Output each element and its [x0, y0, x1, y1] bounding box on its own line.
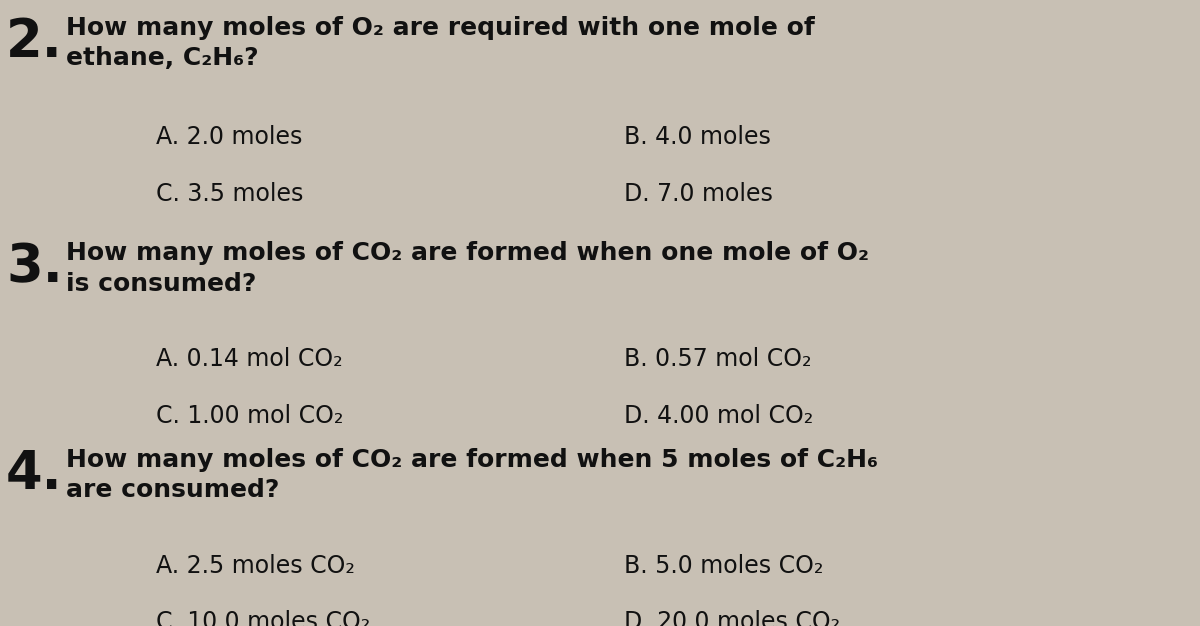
Text: D. 20.0 moles CO₂: D. 20.0 moles CO₂ [624, 610, 840, 626]
Text: 4.: 4. [6, 448, 62, 500]
Text: C. 3.5 moles: C. 3.5 moles [156, 182, 304, 205]
Text: B. 4.0 moles: B. 4.0 moles [624, 125, 770, 149]
Text: A. 0.14 mol CO₂: A. 0.14 mol CO₂ [156, 347, 343, 371]
Text: 2.: 2. [6, 16, 62, 68]
Text: B. 5.0 moles CO₂: B. 5.0 moles CO₂ [624, 554, 823, 578]
Text: D. 4.00 mol CO₂: D. 4.00 mol CO₂ [624, 404, 814, 428]
Text: A. 2.0 moles: A. 2.0 moles [156, 125, 302, 149]
Text: 3.: 3. [6, 241, 62, 293]
Text: B. 0.57 mol CO₂: B. 0.57 mol CO₂ [624, 347, 811, 371]
Text: How many moles of CO₂ are formed when 5 moles of C₂H₆
are consumed?: How many moles of CO₂ are formed when 5 … [66, 448, 878, 502]
Text: How many moles of O₂ are required with one mole of
ethane, C₂H₆?: How many moles of O₂ are required with o… [66, 16, 815, 70]
Text: C. 1.00 mol CO₂: C. 1.00 mol CO₂ [156, 404, 343, 428]
Text: How many moles of CO₂ are formed when one mole of O₂
is consumed?: How many moles of CO₂ are formed when on… [66, 241, 869, 295]
Text: C. 10.0 moles CO₂: C. 10.0 moles CO₂ [156, 610, 371, 626]
Text: A. 2.5 moles CO₂: A. 2.5 moles CO₂ [156, 554, 355, 578]
Text: D. 7.0 moles: D. 7.0 moles [624, 182, 773, 205]
